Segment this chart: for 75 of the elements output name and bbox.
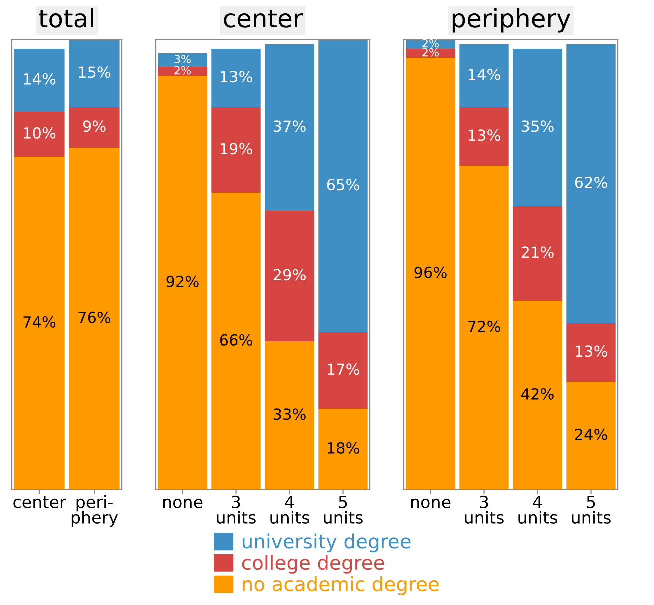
bar xyxy=(212,193,261,490)
data-label: 42% xyxy=(522,388,554,400)
x-tick-label: 5 units xyxy=(324,496,363,524)
data-label: 2% xyxy=(422,39,439,48)
x-tick-label: 5 units xyxy=(572,496,611,524)
x-tick-label: 4 units xyxy=(270,496,310,524)
data-label: 17% xyxy=(328,364,360,376)
bar xyxy=(566,382,616,490)
bar xyxy=(158,54,208,67)
bar xyxy=(158,76,208,490)
bar xyxy=(460,166,509,490)
bar xyxy=(406,49,456,58)
bar xyxy=(212,108,261,193)
bar xyxy=(69,148,120,490)
x-tick-label: none xyxy=(411,498,451,508)
bar xyxy=(14,49,65,112)
data-label: 19% xyxy=(220,143,252,155)
bar xyxy=(460,44,509,108)
data-label: 18% xyxy=(328,442,360,454)
bar xyxy=(513,301,562,490)
chart-title: total xyxy=(39,8,94,28)
bar xyxy=(318,40,368,332)
data-label: 13% xyxy=(220,71,252,83)
data-label: 10% xyxy=(24,127,56,139)
data-label: 14% xyxy=(24,73,56,85)
data-label: 3% xyxy=(174,55,191,64)
data-label: 29% xyxy=(274,269,306,281)
data-label: 9% xyxy=(83,120,106,132)
x-tick-label: peri- phery xyxy=(72,496,118,528)
data-label: 62% xyxy=(575,176,608,188)
bar xyxy=(265,211,314,342)
data-label: 2% xyxy=(174,66,191,75)
bar xyxy=(14,157,65,490)
bar xyxy=(158,67,208,76)
data-label: 21% xyxy=(522,246,554,258)
data-label: 92% xyxy=(166,276,199,288)
x-tick-label: center xyxy=(14,496,66,508)
bar xyxy=(318,409,368,490)
data-label: 66% xyxy=(220,334,252,346)
data-label: 24% xyxy=(575,428,608,440)
data-label: 14% xyxy=(468,68,500,80)
bar xyxy=(265,44,314,211)
bar xyxy=(14,112,65,157)
bar xyxy=(566,324,616,382)
bar xyxy=(513,206,562,301)
data-label: 72% xyxy=(468,320,500,332)
data-label: 35% xyxy=(522,120,554,132)
x-tick-label: 4 units xyxy=(518,496,558,524)
data-label: 13% xyxy=(576,346,608,358)
legend-label: university degree xyxy=(242,534,411,553)
data-label: 2% xyxy=(422,48,439,57)
data-label: 15% xyxy=(79,66,111,78)
bar xyxy=(69,108,120,148)
bar xyxy=(566,44,616,324)
data-label: 74% xyxy=(24,316,56,328)
x-tick-label: 3 units xyxy=(217,496,256,524)
bar xyxy=(513,49,562,206)
legend-label: college degree xyxy=(242,555,384,574)
chart-title: center xyxy=(224,10,304,28)
bar xyxy=(460,108,509,166)
data-label: 96% xyxy=(414,266,447,278)
data-label: 33% xyxy=(274,408,306,420)
legend-label: no academic degree xyxy=(243,576,439,596)
data-label: 37% xyxy=(274,120,306,132)
bar xyxy=(318,332,368,409)
data-label: 13% xyxy=(468,130,500,142)
bar xyxy=(265,342,314,490)
bar xyxy=(406,58,456,490)
x-tick-label: none xyxy=(163,498,203,508)
data-label: 76% xyxy=(78,312,111,324)
bar xyxy=(212,49,261,108)
data-label: 65% xyxy=(327,179,360,191)
x-tick-label: 3 units xyxy=(465,496,504,524)
bar xyxy=(69,40,120,108)
chart-title: periphery xyxy=(452,8,571,33)
